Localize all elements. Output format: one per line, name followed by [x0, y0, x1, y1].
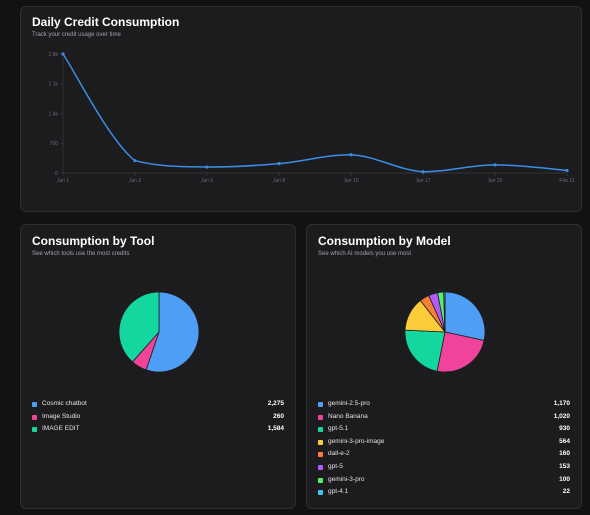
x-tick-label: Jan 8 [273, 178, 285, 184]
legend-item: gpt-5 153 [318, 462, 570, 475]
legend-value: 22 [562, 488, 570, 496]
x-tick-label: Jan 17 [415, 178, 430, 184]
data-point[interactable] [61, 52, 65, 56]
legend-swatch [32, 414, 37, 420]
legend-label: gemini-3-pro [328, 475, 365, 483]
daily-credit-title: Daily Credit Consumption [32, 15, 180, 29]
legend-swatch [32, 402, 37, 407]
legend-value: 2,275 [267, 400, 284, 407]
data-point[interactable] [277, 162, 281, 166]
legend-value: 930 [559, 425, 570, 433]
legend-item: gpt-4.1 22 [318, 487, 570, 500]
legend-swatch [318, 464, 323, 470]
legend-swatch [318, 402, 323, 407]
tool-pie-chart[interactable] [21, 265, 297, 425]
legend-swatch [318, 490, 323, 496]
legend-label: IMAGE EDIT [42, 425, 80, 433]
legend-item: gemini-2.5-pro 1,170 [318, 399, 570, 412]
pie-slice[interactable] [404, 329, 446, 372]
model-consumption-subtitle: See which AI models you use most [318, 251, 412, 257]
x-tick-label: Jan 10 [343, 178, 358, 184]
legend-item: gemini-3-pro 100 [318, 475, 570, 488]
model-consumption-card: Consumption by Model See which AI models… [306, 224, 582, 509]
pie-slice[interactable] [436, 331, 485, 373]
data-point[interactable] [205, 165, 209, 169]
daily-credit-line-chart[interactable]: 0 700 1.4k 2.1k 2.8k Jan 1 Jan 2 Jan 6 Jan 8 Jan … [21, 7, 583, 213]
series-line [62, 53, 568, 173]
legend-label: gpt-4.1 [328, 488, 349, 496]
x-tick-label: Jan 20 [487, 178, 502, 184]
tool-legend: Cosmic chatbot 2,275 Image Studio 260 IMAGE … [32, 399, 284, 437]
legend-value: 564 [559, 437, 570, 445]
legend-label: dall-e-2 [328, 450, 350, 458]
legend-item: Nano Banana 1,020 [318, 412, 570, 425]
legend-label: gemini-2.5-pro [328, 400, 370, 407]
model-pie-chart[interactable] [307, 265, 583, 425]
legend-label: Nano Banana [328, 412, 368, 420]
legend-value: 100 [559, 475, 570, 483]
model-legend: gemini-2.5-pro 1,170 Nano Banana 1,020 gpt-5… [318, 399, 570, 500]
y-tick-label: 2.8k [49, 52, 59, 58]
x-tick-label: Feb 11 [559, 178, 574, 184]
y-tick-label: 1.4k [49, 111, 59, 117]
legend-label: gpt-5 [328, 462, 343, 470]
daily-credit-subtitle: Track your credit usage over time [32, 32, 121, 38]
daily-credit-card: Daily Credit Consumption Track your cred… [20, 6, 582, 212]
legend-label: Cosmic chatbot [42, 400, 87, 407]
x-tick-label: Jan 6 [201, 178, 213, 184]
pie-slice[interactable] [443, 291, 446, 333]
legend-value: 160 [559, 450, 570, 458]
tool-consumption-title: Consumption by Tool [32, 234, 155, 248]
legend-value: 153 [559, 462, 570, 470]
data-point[interactable] [493, 163, 497, 167]
data-point[interactable] [349, 153, 353, 157]
y-tick-label: 0 [55, 171, 58, 177]
legend-swatch [318, 452, 323, 458]
legend-swatch [32, 427, 37, 433]
legend-item: Cosmic chatbot 2,275 [32, 399, 284, 412]
y-tick-label: 2.1k [49, 82, 59, 88]
pie-slice[interactable] [118, 291, 160, 363]
legend-label: Image Studio [42, 412, 81, 420]
legend-swatch [318, 477, 323, 483]
tool-consumption-subtitle: See which tools use the most credits [32, 251, 130, 257]
legend-item: dall-e-2 160 [318, 449, 570, 462]
legend-label: gemini-3-pro-image [328, 437, 385, 445]
legend-swatch [318, 414, 323, 420]
legend-swatch [318, 439, 323, 445]
tool-consumption-card: Consumption by Tool See which tools use … [20, 224, 296, 509]
legend-item: gpt-5.1 930 [318, 424, 570, 437]
y-tick-label: 700 [50, 141, 59, 147]
legend-item: Image Studio 260 [32, 412, 284, 425]
legend-value: 1,020 [553, 412, 570, 420]
legend-value: 1,584 [267, 425, 284, 433]
x-tick-label: Jan 1 [57, 178, 69, 184]
legend-swatch [318, 427, 323, 433]
legend-label: gpt-5.1 [328, 425, 349, 433]
data-point[interactable] [565, 168, 569, 173]
legend-item: IMAGE EDIT 1,584 [32, 424, 284, 437]
data-point[interactable] [133, 159, 137, 163]
pie-slice[interactable] [444, 291, 486, 341]
legend-item: gemini-3-pro-image 564 [318, 437, 570, 450]
x-tick-label: Jan 2 [129, 178, 141, 184]
model-consumption-title: Consumption by Model [318, 234, 451, 248]
legend-value: 260 [273, 412, 284, 420]
data-point[interactable] [421, 170, 425, 174]
legend-value: 1,170 [553, 400, 570, 407]
